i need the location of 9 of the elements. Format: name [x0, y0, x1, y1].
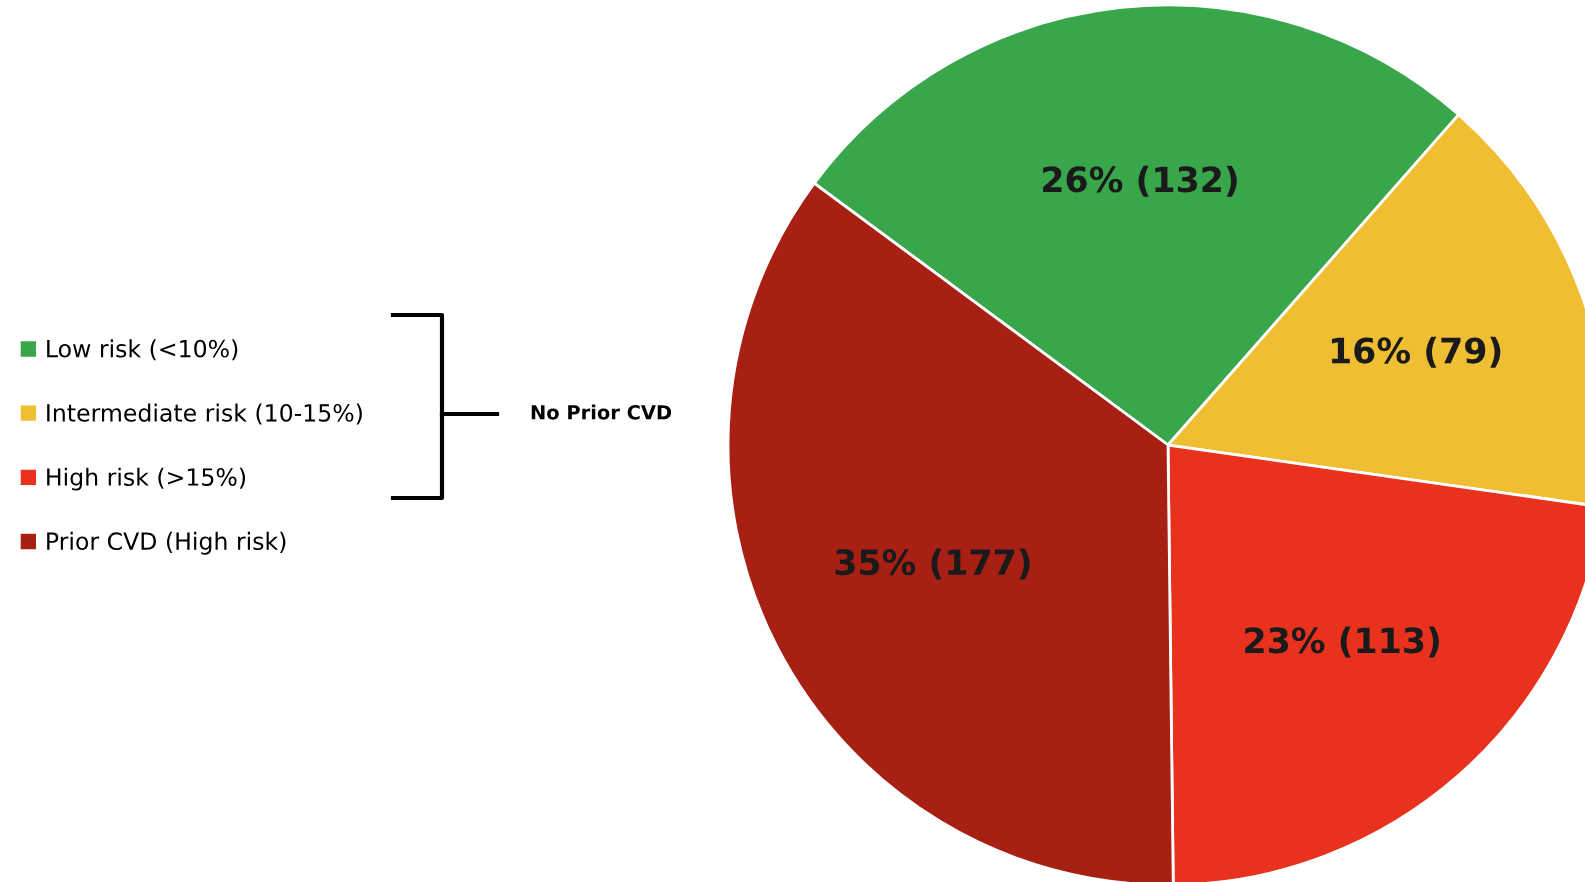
legend-label: Intermediate risk (10-15%): [47, 403, 362, 425]
data-label: 23% (113): [1245, 626, 1439, 658]
text: No Prior CVD: [531, 404, 672, 420]
data-label: 35% (177): [835, 548, 1030, 580]
data-label: 16% (79): [1331, 336, 1501, 368]
legend-label: High risk (>15%): [47, 467, 246, 491]
data-label: 26% (132): [1043, 165, 1237, 197]
legend-label: Prior CVD (High risk): [47, 531, 286, 555]
legend-label: Low risk (<10%): [47, 339, 238, 361]
